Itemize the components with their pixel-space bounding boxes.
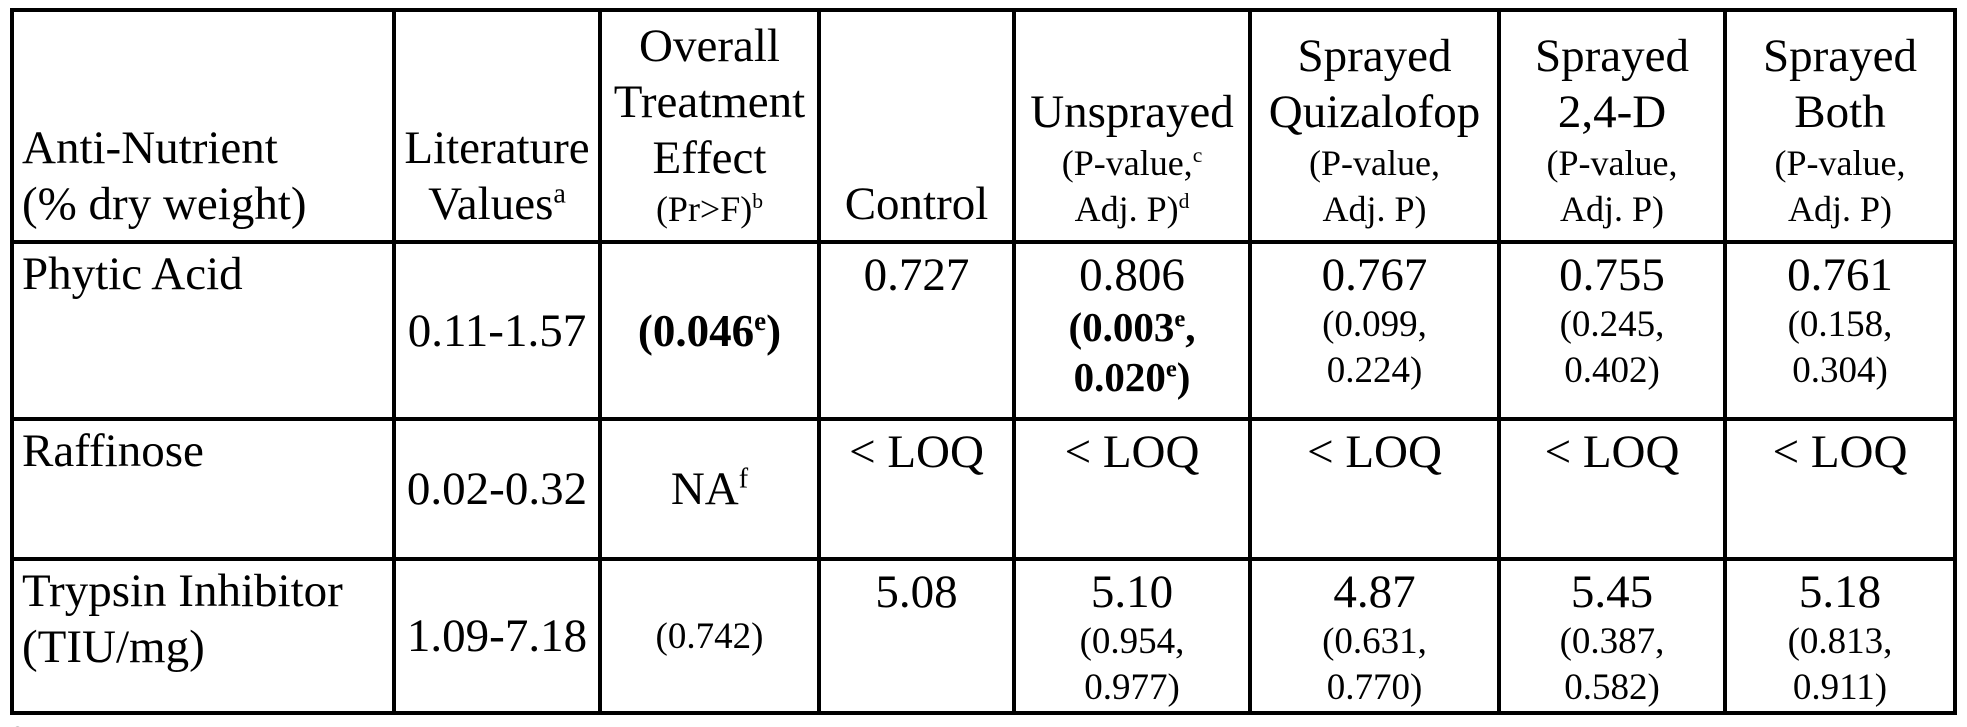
header-row: Anti-Nutrient (% dry weight) Literature Va…: [10, 8, 1957, 244]
cell-trypsin-24d: 5.45 (0.387, 0.582): [1497, 557, 1727, 715]
cell-raffinose-24d: < LOQ: [1497, 417, 1727, 561]
phytic-quizalofop-pvalues: (0.099, 0.224): [1322, 304, 1427, 391]
header-24d-sub: (P-value, Adj. P): [1546, 143, 1678, 229]
header-literature-label: Literature Valuesa: [404, 122, 590, 230]
phytic-unsprayed-pvalues: (0.003e, 0.020e): [1068, 304, 1196, 400]
phytic-both-value: 0.761: [1787, 249, 1893, 301]
header-cell-24d: Sprayed 2,4-D (P-value, Adj. P): [1497, 8, 1727, 244]
header-quizalofop-sub: (P-value, Adj. P): [1309, 143, 1440, 229]
cell-raffinose-literature: 0.02-0.32: [392, 417, 602, 561]
footnote-marker: a: [12, 716, 24, 727]
header-cell-anti-nutrient: Anti-Nutrient (% dry weight): [10, 8, 396, 244]
header-unsprayed-label: Unsprayed: [1030, 86, 1234, 138]
cell-trypsin-name: Trypsin Inhibitor (TIU/mg): [10, 557, 396, 715]
trypsin-quizalofop-value: 4.87: [1333, 566, 1416, 618]
cell-raffinose-overall-effect: NAf: [598, 417, 821, 561]
cell-phytic-control: 0.727: [817, 240, 1016, 421]
header-quizalofop-label: Sprayed Quizalofop: [1268, 30, 1481, 138]
table-row-trypsin: Trypsin Inhibitor (TIU/mg) 1.09-7.18 (0.7…: [10, 557, 1957, 715]
cell-phytic-quizalofop: 0.767 (0.099, 0.224): [1248, 240, 1501, 421]
phytic-24d-value: 0.755: [1559, 249, 1665, 301]
header-cell-unsprayed: Unsprayed (P-value,c Adj. P)d: [1012, 8, 1252, 244]
trypsin-24d-value: 5.45: [1570, 566, 1654, 618]
trypsin-24d-pvalues: (0.387, 0.582): [1559, 621, 1665, 708]
table-row-phytic-acid: Phytic Acid 0.11-1.57 (0.046e) 0.727 0.8…: [10, 240, 1957, 421]
cell-trypsin-control: 5.08: [817, 557, 1016, 715]
raffinose-control-value: < LOQ: [849, 426, 984, 478]
header-both-sub: (P-value, Adj. P): [1774, 143, 1906, 229]
header-24d-label: Sprayed 2,4-D: [1534, 30, 1689, 138]
header-cell-overall-effect: Overall Treatment Effect (Pr>F)b: [598, 8, 821, 244]
trypsin-unsprayed-value: 5.10: [1090, 566, 1174, 618]
header-unsprayed-sub: (P-value,c Adj. P)d: [1061, 143, 1203, 229]
raffinose-quizalofop-value: < LOQ: [1307, 426, 1442, 478]
raffinose-both-value: < LOQ: [1772, 426, 1908, 478]
header-both-label: Sprayed Both: [1762, 30, 1917, 138]
trypsin-unsprayed-pvalues: (0.954, 0.977): [1079, 621, 1185, 708]
trypsin-control-value: 5.08: [875, 566, 958, 618]
header-cell-quizalofop: Sprayed Quizalofop (P-value, Adj. P): [1248, 8, 1501, 244]
header-control-label: Control: [844, 178, 989, 230]
table-row-raffinose: Raffinose 0.02-0.32 NAf < LOQ < LOQ < LO…: [10, 417, 1957, 561]
phytic-quizalofop-value: 0.767: [1321, 249, 1428, 301]
cell-raffinose-unsprayed: < LOQ: [1012, 417, 1252, 561]
cell-raffinose-quizalofop: < LOQ: [1248, 417, 1501, 561]
raffinose-24d-value: < LOQ: [1544, 426, 1680, 478]
header-cell-both: Sprayed Both (P-value, Adj. P): [1723, 8, 1957, 244]
trypsin-quizalofop-pvalues: (0.631, 0.770): [1322, 621, 1427, 708]
cell-raffinose-both: < LOQ: [1723, 417, 1957, 561]
header-cell-literature: Literature Valuesa: [392, 8, 602, 244]
trypsin-both-value: 5.18: [1798, 566, 1882, 618]
footnote-line-clipped: a Literature derived from published data: [12, 711, 631, 727]
header-overall-effect-label: Overall Treatment Effect: [613, 20, 806, 184]
cell-raffinose-control: < LOQ: [817, 417, 1016, 561]
raffinose-unsprayed-value: < LOQ: [1064, 426, 1200, 478]
cell-phytic-unsprayed: 0.806 (0.003e, 0.020e): [1012, 240, 1252, 421]
phytic-unsprayed-value: 0.806: [1079, 249, 1185, 301]
cell-trypsin-quizalofop: 4.87 (0.631, 0.770): [1248, 557, 1501, 715]
cell-trypsin-literature: 1.09-7.18: [392, 557, 602, 715]
cell-phytic-literature: 0.11-1.57: [392, 240, 602, 421]
trypsin-both-pvalues: (0.813, 0.911): [1787, 621, 1893, 708]
header-anti-nutrient-label: Anti-Nutrient (% dry weight): [22, 122, 307, 230]
anti-nutrient-table: Anti-Nutrient (% dry weight) Literature Va…: [10, 8, 1957, 715]
footnote-text: Literature derived from published data: [76, 725, 632, 727]
cell-phytic-24d: 0.755 (0.245, 0.402): [1497, 240, 1727, 421]
cell-raffinose-name: Raffinose: [10, 417, 396, 561]
cell-trypsin-unsprayed: 5.10 (0.954, 0.977): [1012, 557, 1252, 715]
cell-phytic-name: Phytic Acid: [10, 240, 396, 421]
cell-trypsin-overall-effect: (0.742): [598, 557, 821, 715]
cell-phytic-overall-effect: (0.046e): [598, 240, 821, 421]
phytic-24d-pvalues: (0.245, 0.402): [1559, 304, 1665, 391]
header-overall-effect-sub: (Pr>F)b: [655, 189, 764, 229]
cell-phytic-both: 0.761 (0.158, 0.304): [1723, 240, 1957, 421]
phytic-control-value: 0.727: [863, 249, 970, 301]
cell-trypsin-both: 5.18 (0.813, 0.911): [1723, 557, 1957, 715]
phytic-both-pvalues: (0.158, 0.304): [1787, 304, 1893, 391]
header-cell-control: Control: [817, 8, 1016, 244]
